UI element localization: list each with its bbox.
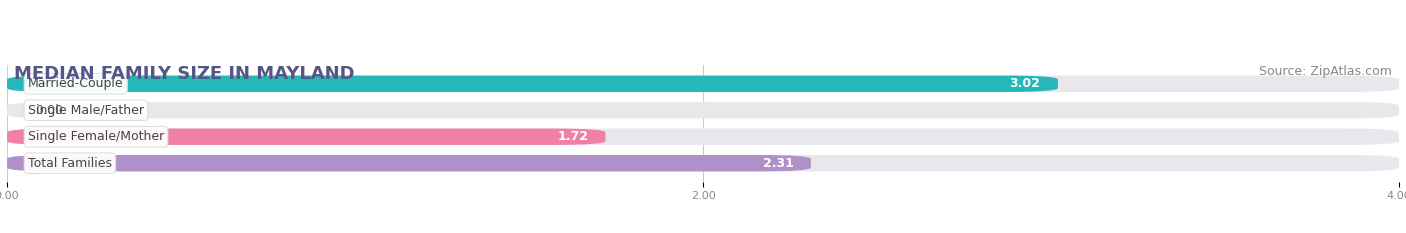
FancyBboxPatch shape: [7, 75, 1057, 92]
Text: MEDIAN FAMILY SIZE IN MAYLAND: MEDIAN FAMILY SIZE IN MAYLAND: [14, 65, 354, 83]
FancyBboxPatch shape: [7, 155, 1399, 171]
Text: 0.00: 0.00: [35, 104, 63, 117]
Text: Single Female/Mother: Single Female/Mother: [28, 130, 165, 143]
Text: 3.02: 3.02: [1010, 77, 1040, 90]
FancyBboxPatch shape: [7, 75, 1399, 92]
Text: 2.31: 2.31: [762, 157, 793, 170]
Text: Single Male/Father: Single Male/Father: [28, 104, 143, 117]
FancyBboxPatch shape: [7, 155, 811, 171]
FancyBboxPatch shape: [7, 129, 1399, 145]
Text: Total Families: Total Families: [28, 157, 112, 170]
FancyBboxPatch shape: [7, 129, 606, 145]
Text: Source: ZipAtlas.com: Source: ZipAtlas.com: [1260, 65, 1392, 78]
Text: Married-Couple: Married-Couple: [28, 77, 124, 90]
Text: 1.72: 1.72: [557, 130, 588, 143]
FancyBboxPatch shape: [7, 102, 1399, 118]
